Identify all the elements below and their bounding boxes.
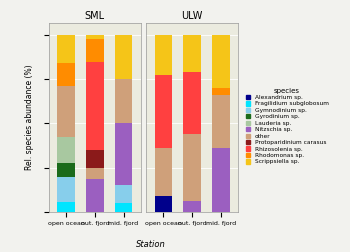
Bar [115,35,132,79]
Bar [57,86,75,137]
Legend: Alexandrium sp., Fragilidium subglobosum, Gymnodinium sp., Gyrodinium sp., Laude: Alexandrium sp., Fragilidium subglobosum… [244,86,330,166]
Bar [212,148,230,212]
Title: ULW: ULW [181,11,203,20]
Bar [183,72,201,134]
Bar [115,185,132,203]
Bar [115,79,132,123]
Bar [155,35,172,75]
Bar [183,35,201,72]
Title: SML: SML [85,11,105,20]
Y-axis label: Rel. species abundance (%): Rel. species abundance (%) [25,64,34,170]
Bar [86,179,104,212]
Bar [115,123,132,185]
Bar [86,40,104,61]
Bar [155,75,172,148]
Bar [57,137,75,163]
Bar [115,203,132,212]
Bar [155,148,172,196]
Bar [183,134,201,201]
Bar [57,163,75,177]
Bar [86,35,104,40]
Bar [212,35,230,88]
Bar [86,150,104,168]
Bar [57,64,75,86]
Text: Station: Station [136,240,165,249]
Bar [86,61,104,150]
Bar [57,35,75,64]
Bar [86,168,104,179]
Bar [155,196,172,212]
Bar [212,95,230,148]
Bar [183,201,201,212]
Bar [57,177,75,202]
Bar [57,202,75,212]
Bar [212,88,230,95]
